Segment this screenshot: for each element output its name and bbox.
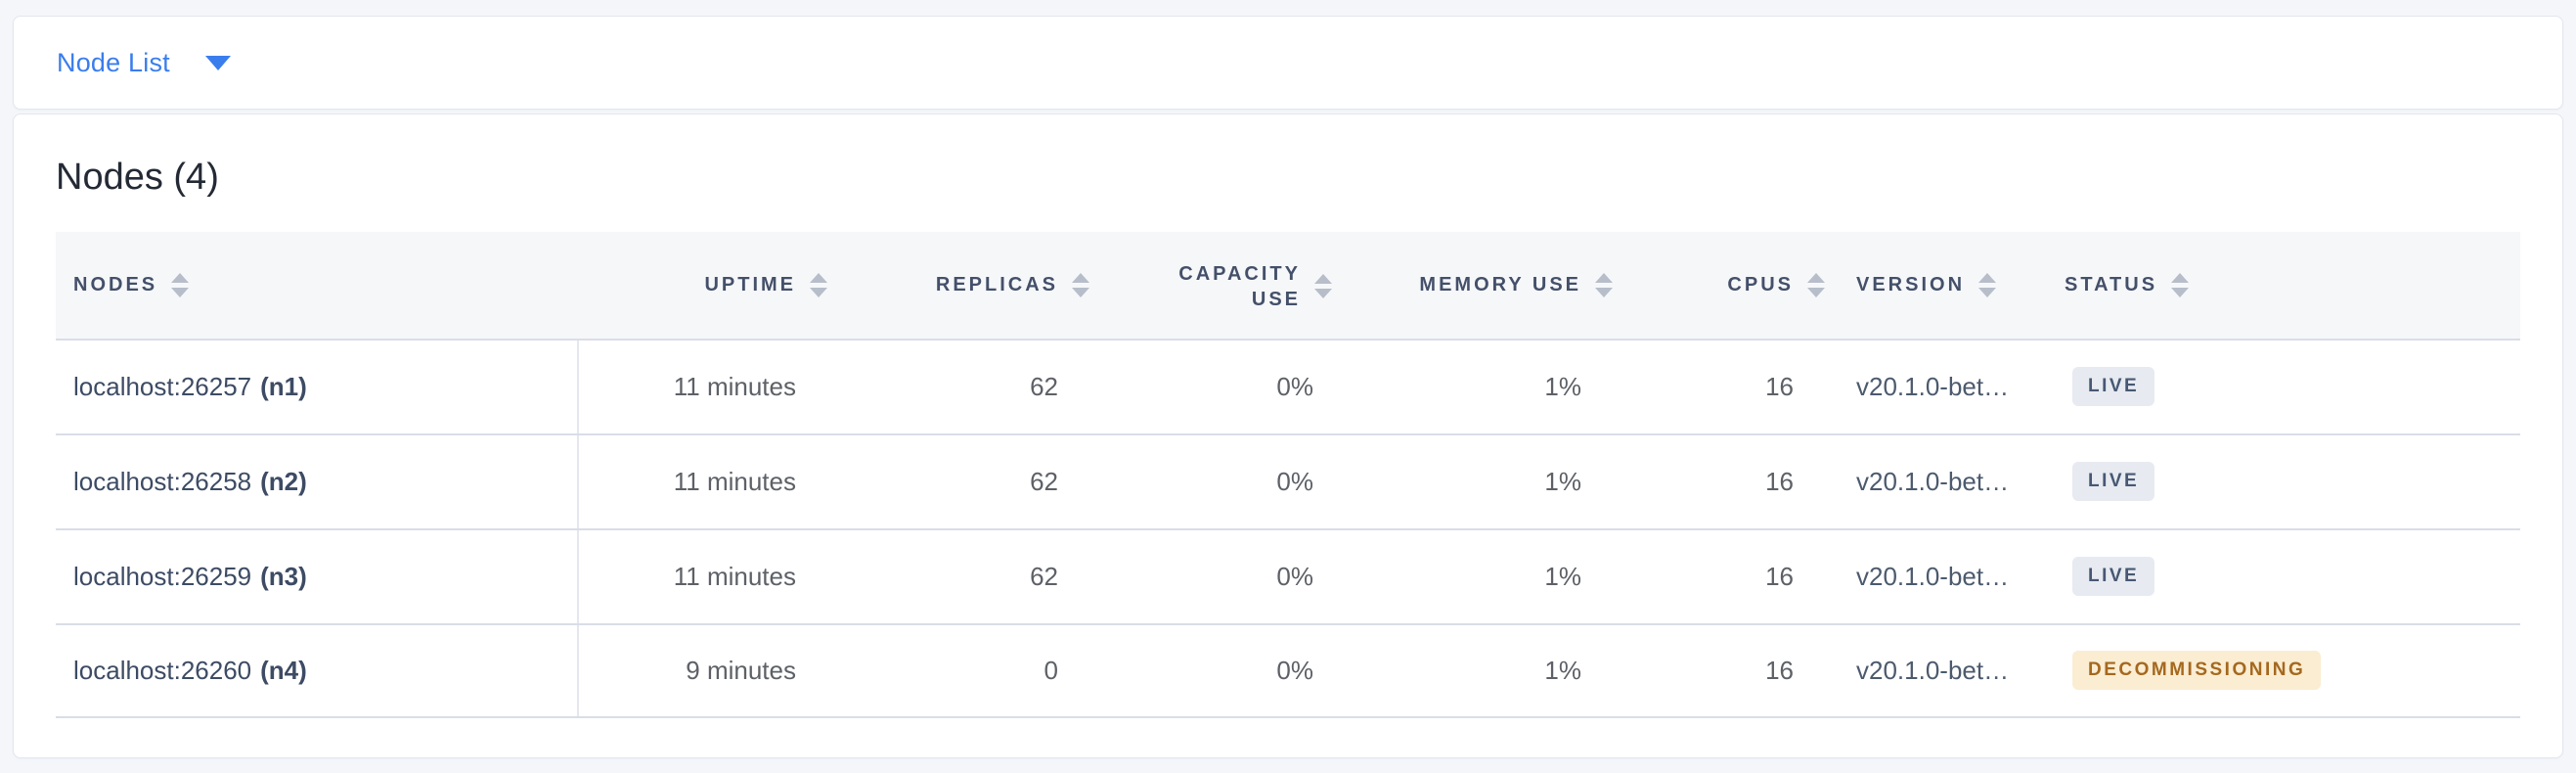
status-cell: LIVE: [2033, 435, 2520, 528]
node-name-cell: localhost:26257 (n1): [56, 340, 579, 433]
nodes-panel: Nodes (4) NODES UPTIME REPLICAS CAPACITY US…: [13, 114, 2563, 758]
column-header-status[interactable]: STATUS: [2033, 272, 2520, 297]
capacity-use-cell: 0%: [1276, 655, 1313, 685]
capacity-use-cell: 0%: [1276, 466, 1313, 496]
column-header-version[interactable]: VERSION: [1825, 272, 2033, 297]
node-address-link[interactable]: localhost:26260: [73, 655, 252, 685]
cpus-cell: 16: [1765, 655, 1794, 685]
capacity-use-cell: 0%: [1276, 561, 1313, 591]
column-header-label: MEMORY USE: [1419, 273, 1581, 296]
node-list-dropdown[interactable]: Node List: [13, 16, 2563, 110]
cpus-cell: 16: [1765, 371, 1794, 401]
column-header-label: VERSION: [1856, 273, 1966, 296]
column-header-capacity_use[interactable]: CAPACITY USE: [1089, 246, 1345, 325]
uptime-cell: 11 minutes: [673, 466, 796, 496]
column-header-node[interactable]: NODES: [56, 272, 579, 297]
replicas-cell: 62: [1030, 466, 1058, 496]
table-row: localhost:26258 (n2) 11 minutes 62 0% 1% 16 v20…: [56, 432, 2520, 528]
version-cell: v20.1.0-bet…: [1856, 466, 2010, 496]
column-header-memory_use[interactable]: MEMORY USE: [1345, 272, 1613, 297]
version-cell: v20.1.0-bet…: [1856, 561, 2010, 591]
cpus-cell: 16: [1765, 561, 1794, 591]
memory-use-cell: 1%: [1544, 655, 1581, 685]
uptime-cell: 11 minutes: [673, 561, 796, 591]
sort-icon: [1314, 274, 1332, 299]
node-address-link[interactable]: localhost:26258: [73, 466, 252, 496]
sort-icon: [1978, 272, 1997, 297]
status-cell: DECOMMISSIONING: [2033, 625, 2520, 716]
sort-icon: [1595, 272, 1613, 297]
node-name-cell: localhost:26259 (n3): [56, 529, 579, 623]
node-id: (n1): [260, 371, 307, 401]
sort-icon: [2171, 272, 2190, 297]
cpus-cell: 16: [1765, 466, 1794, 496]
version-cell: v20.1.0-bet…: [1856, 371, 2010, 401]
sort-icon: [810, 272, 827, 297]
column-header-cpus[interactable]: CPUS: [1613, 272, 1825, 297]
status-cell: LIVE: [2033, 341, 2520, 433]
table-row: localhost:26257 (n1) 11 minutes 62 0% 1% 16 v20…: [56, 338, 2520, 433]
uptime-cell: 11 minutes: [673, 371, 796, 401]
column-header-replicas[interactable]: REPLICAS: [827, 272, 1089, 297]
node-list-dropdown-label: Node List: [57, 47, 170, 77]
column-header-uptime[interactable]: UPTIME: [579, 272, 827, 297]
nodes-table: NODES UPTIME REPLICAS CAPACITY USE MEMORY US…: [56, 231, 2520, 718]
sort-icon: [1072, 272, 1089, 297]
replicas-cell: 62: [1030, 561, 1058, 591]
node-address-link[interactable]: localhost:26259: [73, 561, 252, 591]
status-badge: DECOMMISSIONING: [2072, 651, 2322, 691]
table-header-row: NODES UPTIME REPLICAS CAPACITY USE MEMORY US…: [56, 231, 2520, 339]
column-header-label: STATUS: [2065, 273, 2158, 296]
caret-down-icon: [204, 55, 231, 70]
page-title: Nodes (4): [56, 157, 219, 198]
column-header-label: CAPACITY USE: [1178, 262, 1301, 310]
column-header-label: CPUS: [1727, 273, 1794, 296]
memory-use-cell: 1%: [1544, 561, 1581, 591]
column-header-label: NODES: [73, 273, 158, 296]
node-address-link[interactable]: localhost:26257: [73, 371, 252, 401]
sort-icon: [1807, 272, 1825, 297]
status-badge: LIVE: [2072, 557, 2155, 597]
table-row: localhost:26259 (n3) 11 minutes 62 0% 1% 16 v20…: [56, 527, 2520, 623]
sort-icon: [171, 272, 190, 297]
table-body: localhost:26257 (n1) 11 minutes 62 0% 1% 16 v20…: [56, 338, 2520, 718]
status-cell: LIVE: [2033, 530, 2520, 623]
table-row: localhost:26260 (n4) 9 minutes 0 0% 1% 16 v20.1…: [56, 622, 2520, 718]
column-header-label: UPTIME: [704, 273, 796, 296]
node-name-cell: localhost:26258 (n2): [56, 434, 579, 528]
replicas-cell: 62: [1030, 371, 1058, 401]
node-id: (n2): [260, 466, 307, 496]
capacity-use-cell: 0%: [1276, 371, 1313, 401]
status-badge: LIVE: [2072, 462, 2155, 502]
column-header-label: REPLICAS: [935, 273, 1058, 296]
version-cell: v20.1.0-bet…: [1856, 655, 2010, 685]
replicas-cell: 0: [1044, 655, 1058, 685]
uptime-cell: 9 minutes: [686, 655, 796, 685]
memory-use-cell: 1%: [1544, 371, 1581, 401]
node-id: (n4): [260, 655, 307, 685]
status-badge: LIVE: [2072, 367, 2155, 407]
memory-use-cell: 1%: [1544, 466, 1581, 496]
node-id: (n3): [260, 561, 307, 591]
node-name-cell: localhost:26260 (n4): [56, 624, 579, 716]
